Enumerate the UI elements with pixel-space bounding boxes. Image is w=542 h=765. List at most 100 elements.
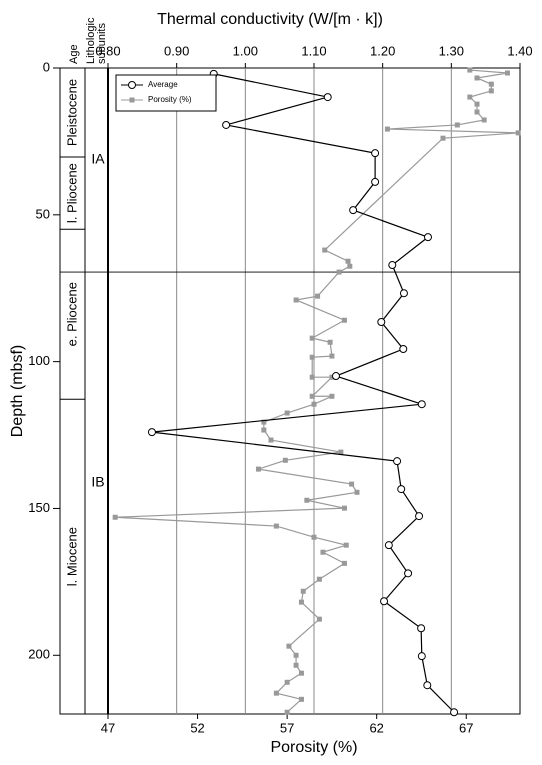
age-label: l. Pliocene <box>64 163 79 223</box>
age-header: Age <box>68 44 80 64</box>
point <box>284 679 290 685</box>
point <box>298 599 304 605</box>
point <box>222 120 231 129</box>
y-axis-title: Depth (mbsf) <box>9 345 26 437</box>
point <box>440 135 446 141</box>
point <box>474 101 480 107</box>
point <box>304 497 310 503</box>
point <box>384 541 393 550</box>
point <box>338 449 344 455</box>
point <box>393 457 402 466</box>
point <box>298 670 304 676</box>
point <box>341 505 347 511</box>
plot-frame <box>59 67 521 715</box>
point <box>268 437 274 443</box>
point <box>377 317 386 326</box>
point <box>417 624 426 633</box>
x2-tick-label: 47 <box>101 720 115 735</box>
point <box>323 93 332 102</box>
legend-marker <box>128 81 136 89</box>
point <box>388 261 397 270</box>
point <box>343 542 349 548</box>
point <box>384 126 390 132</box>
x-axis-title: Thermal conductivity (W/[m · k]) <box>157 11 383 28</box>
subunit-header: subunits <box>96 23 108 64</box>
point <box>286 643 292 649</box>
point <box>504 70 510 76</box>
point <box>354 489 360 495</box>
point <box>293 662 299 668</box>
legend-label: Average <box>148 80 178 89</box>
point <box>311 401 317 407</box>
point <box>322 247 328 253</box>
point <box>467 67 473 73</box>
point <box>316 576 322 582</box>
point <box>399 345 408 354</box>
point <box>293 652 299 658</box>
x-tick-label: 1.30 <box>439 43 464 58</box>
point <box>309 335 315 341</box>
legend-label: Porosity (%) <box>148 95 192 104</box>
x-tick-label: 1.40 <box>507 43 532 58</box>
x2-tick-label: 67 <box>459 720 473 735</box>
point <box>311 534 317 540</box>
x-tick-label: 1.00 <box>233 43 258 58</box>
point <box>415 512 424 521</box>
x-tick-label: 1.20 <box>370 43 395 58</box>
point <box>261 419 267 425</box>
point <box>147 428 156 437</box>
point <box>397 485 406 494</box>
point <box>450 708 459 717</box>
y-tick-label: 100 <box>28 353 50 368</box>
point <box>315 293 321 299</box>
point <box>329 393 335 399</box>
point <box>417 652 426 661</box>
point <box>341 317 347 323</box>
point <box>298 696 304 702</box>
x2-tick-label: 52 <box>190 720 204 735</box>
x2-tick-label: 62 <box>369 720 383 735</box>
point <box>423 233 432 242</box>
series-line <box>151 73 455 713</box>
point <box>329 374 335 380</box>
point <box>309 354 315 360</box>
point <box>345 258 351 264</box>
subunit-header: Lithologic <box>85 17 97 64</box>
point <box>341 560 347 566</box>
x2-tick-label: 57 <box>280 720 294 735</box>
x-tick-label: 1.10 <box>301 43 326 58</box>
y-tick-label: 50 <box>36 206 50 221</box>
point <box>327 339 333 345</box>
legend-marker <box>129 97 135 103</box>
point <box>349 481 355 487</box>
point <box>404 569 413 578</box>
point <box>371 177 380 186</box>
point <box>329 353 335 359</box>
age-label: e. Pliocene <box>64 282 79 346</box>
x-tick-label: 0.90 <box>164 43 189 58</box>
x2-axis-title: Porosity (%) <box>270 739 357 756</box>
point <box>371 149 380 158</box>
point <box>309 393 315 399</box>
point <box>320 549 326 555</box>
subunit-label: IA <box>91 151 105 167</box>
point <box>284 709 290 715</box>
point <box>282 457 288 463</box>
point <box>309 374 315 380</box>
point <box>467 94 473 100</box>
point <box>331 372 340 381</box>
point <box>474 109 480 115</box>
point <box>293 297 299 303</box>
legend-box <box>115 74 217 112</box>
x-tick-label: 0.80 <box>95 43 120 58</box>
point <box>336 269 342 275</box>
y-tick-label: 200 <box>28 647 50 662</box>
point <box>300 588 306 594</box>
point <box>399 289 408 298</box>
point <box>273 523 279 529</box>
point <box>347 263 353 269</box>
y-tick-label: 150 <box>28 500 50 515</box>
point <box>380 597 389 606</box>
